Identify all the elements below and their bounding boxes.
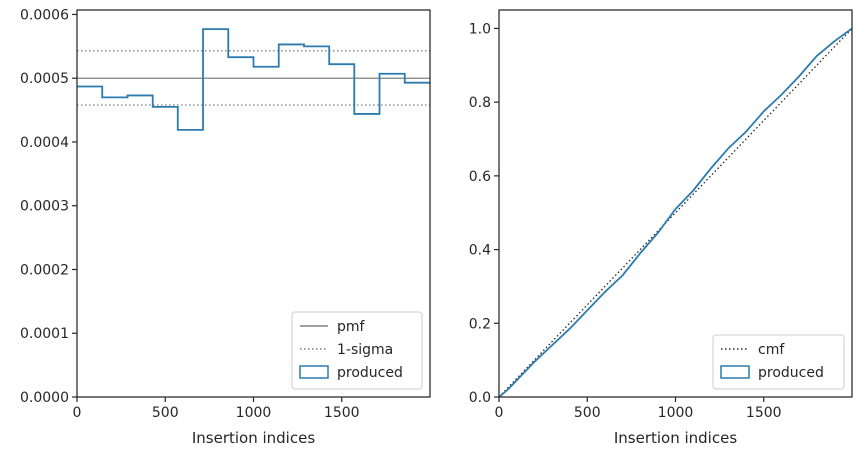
x-tick-label: 500 [574,405,601,421]
legend-label: cmf [758,342,785,358]
x-axis-label: Insertion indices [192,429,315,447]
legend-label: produced [337,365,403,381]
series-produced [77,28,430,131]
x-tick-label: 1500 [324,405,360,421]
x-tick-label: 0 [495,405,504,421]
y-tick-label: 1.0 [469,21,491,37]
legend-label: 1-sigma [337,342,393,358]
x-tick-label: 500 [152,405,179,421]
series-cmf [499,27,852,397]
y-tick-label: 0.0005 [20,71,69,87]
y-tick-label: 0.0003 [20,199,69,215]
y-tick-label: 0.8 [469,95,491,111]
x-tick-label: 0 [73,405,82,421]
legend: pmf 1-sigma produced [291,311,423,390]
y-tick-label: 0.4 [469,243,491,259]
legend-label: pmf [337,319,366,335]
y-tick-label: 0.0002 [20,262,69,278]
plot-area [499,27,852,397]
chart-1: 0 500 1000 1500 0.0000 0.0001 0.0002 0.0003 0.00… [20,7,431,447]
legend-swatch [299,365,329,379]
y-tick-label: 0.0 [469,390,491,406]
legend: cmf produced [712,334,845,390]
chart-2: 0 500 1000 1500 0.0 0.2 0.4 0.6 0.8 1.0 Insertion … [469,9,853,447]
y-tick-label: 0.0000 [20,390,69,406]
y-tick-label: 0.0006 [20,7,69,23]
legend-label: produced [758,365,824,381]
y-tick-label: 0.2 [469,316,491,332]
x-tick-label: 1000 [658,405,694,421]
x-axis-label: Insertion indices [614,429,737,447]
legend-swatch [720,365,750,379]
y-tick-label: 0.0001 [20,326,69,342]
x-tick-label: 1500 [746,405,782,421]
x-tick-label: 1000 [236,405,272,421]
plot-area [77,28,430,131]
y-tick-label: 0.0004 [20,135,69,151]
y-tick-label: 0.6 [469,169,491,185]
series-produced [499,27,852,397]
